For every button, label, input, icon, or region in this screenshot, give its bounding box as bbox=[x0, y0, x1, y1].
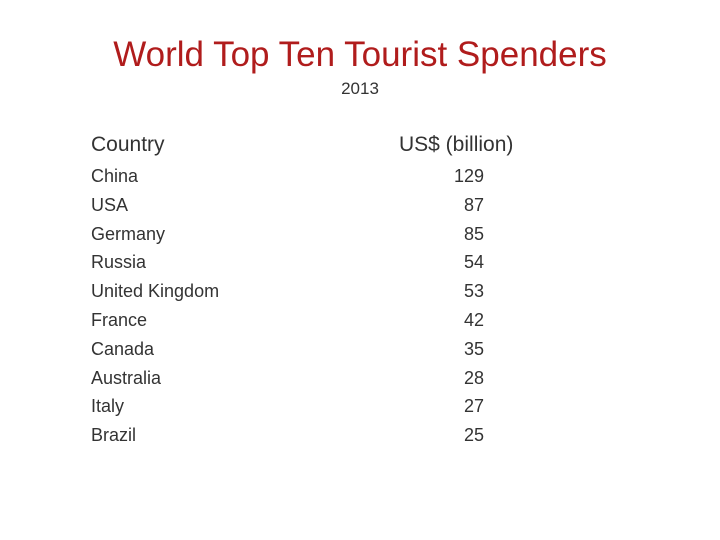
value-cell: 53 bbox=[463, 281, 484, 302]
country-cell: Italy bbox=[91, 396, 125, 417]
value-cell: 42 bbox=[463, 309, 484, 330]
country-cell: United Kingdom bbox=[91, 281, 220, 302]
table-row: Russia 54 bbox=[0, 249, 720, 278]
value-cell: 54 bbox=[463, 252, 484, 273]
value-cell: 85 bbox=[463, 223, 484, 244]
table-row: China 129 bbox=[0, 163, 720, 192]
table-body: China 129 USA 87 Germany 85 Russia 54 Un… bbox=[0, 163, 720, 451]
table-row: Australia 28 bbox=[0, 365, 720, 394]
table-row: France 42 bbox=[0, 307, 720, 336]
value-cell: 27 bbox=[463, 396, 484, 417]
table-row: Canada 35 bbox=[0, 336, 720, 365]
table-row: Brazil 25 bbox=[0, 422, 720, 451]
table-row: Germany 85 bbox=[0, 221, 720, 250]
page-subtitle: 2013 bbox=[341, 79, 379, 98]
country-cell: Canada bbox=[91, 338, 155, 359]
table-row: Italy 27 bbox=[0, 393, 720, 422]
country-cell: Germany bbox=[91, 223, 166, 244]
country-column-header: Country bbox=[91, 133, 165, 156]
country-cell: Russia bbox=[91, 252, 147, 273]
table-header: Country US$ (billion) bbox=[0, 130, 720, 164]
value-column-header: US$ (billion) bbox=[399, 133, 514, 156]
spenders-table: Country US$ (billion) China 129 USA 87 G… bbox=[0, 130, 720, 445]
country-cell: USA bbox=[91, 194, 129, 215]
value-cell: 129 bbox=[453, 166, 484, 186]
value-cell: 35 bbox=[463, 338, 484, 359]
country-cell: France bbox=[91, 309, 148, 330]
country-cell: Brazil bbox=[91, 425, 137, 446]
value-cell: 25 bbox=[463, 425, 484, 446]
table-row: United Kingdom 53 bbox=[0, 278, 720, 307]
value-cell: 87 bbox=[463, 194, 484, 215]
country-cell: China bbox=[91, 166, 139, 186]
value-cell: 28 bbox=[463, 367, 484, 388]
page-title: World Top Ten Tourist Spenders bbox=[113, 35, 607, 74]
table-row: USA 87 bbox=[0, 192, 720, 221]
country-cell: Australia bbox=[91, 367, 162, 388]
